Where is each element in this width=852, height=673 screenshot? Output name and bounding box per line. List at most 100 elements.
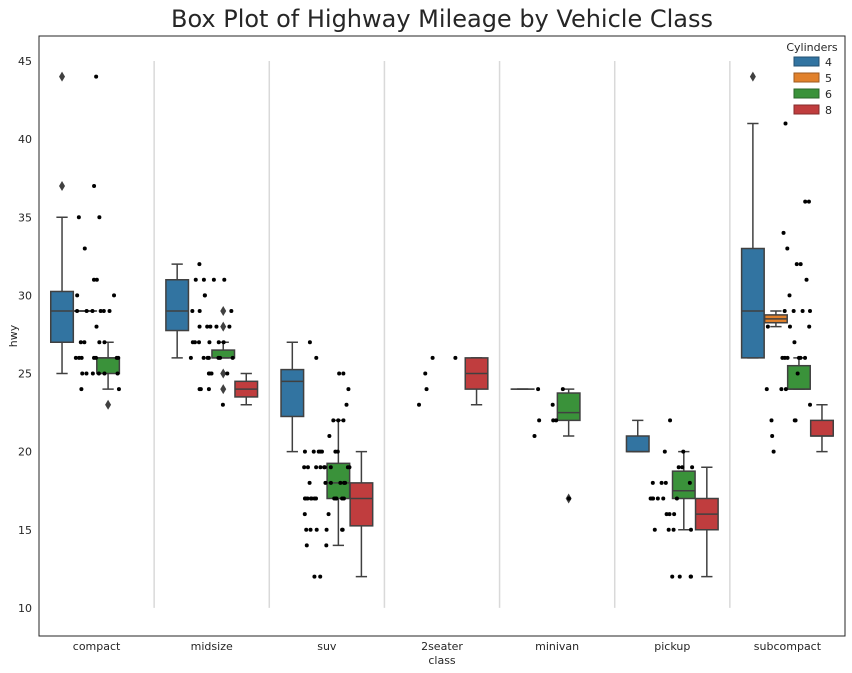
strip-point bbox=[324, 543, 329, 548]
strip-point bbox=[193, 277, 198, 282]
y-tick-label: 40 bbox=[18, 133, 32, 146]
strip-point bbox=[344, 402, 349, 407]
strip-point bbox=[326, 512, 331, 517]
strip-point bbox=[800, 309, 805, 313]
strip-point bbox=[341, 418, 346, 423]
y-tick-label: 30 bbox=[18, 289, 32, 302]
strip-point bbox=[302, 512, 307, 517]
strip-point bbox=[314, 355, 319, 360]
strip-point bbox=[341, 371, 346, 376]
strip-point bbox=[92, 355, 97, 360]
strip-point bbox=[82, 340, 87, 345]
strip-point bbox=[318, 465, 323, 470]
strip-point bbox=[807, 324, 812, 329]
strip-point bbox=[308, 527, 313, 532]
strip-point bbox=[807, 309, 812, 313]
strip-point bbox=[671, 527, 676, 532]
strip-point bbox=[689, 574, 694, 579]
strip-point bbox=[792, 340, 797, 345]
strip-point bbox=[672, 512, 677, 517]
strip-point bbox=[798, 355, 803, 360]
strip-point bbox=[82, 246, 87, 251]
strip-point bbox=[201, 355, 206, 360]
strip-point bbox=[806, 199, 811, 204]
strip-point bbox=[328, 480, 333, 485]
strip-point bbox=[335, 449, 340, 454]
strip-point bbox=[328, 465, 333, 470]
strip-point bbox=[319, 449, 324, 454]
strip-point bbox=[197, 262, 202, 267]
strip-point bbox=[804, 277, 809, 282]
strip-point bbox=[84, 309, 89, 313]
strip-point bbox=[666, 527, 671, 532]
legend-label-5: 5 bbox=[825, 72, 832, 85]
strip-point bbox=[771, 449, 776, 454]
strip-point bbox=[94, 324, 99, 329]
strip-point bbox=[430, 355, 435, 360]
strip-point bbox=[92, 184, 97, 188]
strip-point bbox=[115, 371, 120, 376]
strip-point bbox=[101, 309, 106, 313]
strip-point bbox=[676, 465, 681, 470]
y-tick-label: 25 bbox=[18, 368, 32, 381]
strip-point bbox=[227, 324, 232, 329]
strip-point bbox=[76, 215, 81, 220]
outlier-marker bbox=[220, 321, 227, 332]
box-subcompact-8 bbox=[809, 419, 835, 437]
y-axis-label: hwy bbox=[7, 324, 20, 347]
strip-point bbox=[305, 465, 310, 470]
strip-point bbox=[77, 355, 82, 360]
strip-point bbox=[94, 277, 99, 282]
strip-point bbox=[202, 293, 207, 298]
strip-point bbox=[795, 371, 800, 376]
strip-point bbox=[307, 480, 312, 485]
strip-point bbox=[302, 465, 307, 470]
strip-point bbox=[75, 309, 80, 313]
strip-point bbox=[216, 355, 221, 360]
legend-label-4: 4 bbox=[825, 56, 832, 69]
strip-point bbox=[94, 74, 99, 79]
strip-point bbox=[318, 574, 323, 579]
strip-point bbox=[668, 418, 673, 423]
strip-point bbox=[304, 543, 309, 548]
outlier-marker bbox=[220, 306, 227, 316]
strip-point bbox=[663, 480, 668, 485]
strip-point bbox=[102, 371, 107, 376]
outlier-marker bbox=[220, 368, 227, 379]
strip-point bbox=[197, 309, 202, 313]
x-tick-label: compact bbox=[73, 640, 121, 653]
x-tick-label: minivan bbox=[535, 640, 579, 653]
legend-label-8: 8 bbox=[825, 104, 832, 117]
x-tick-label: suv bbox=[317, 640, 337, 653]
strip-point bbox=[311, 449, 316, 454]
outlier-marker bbox=[105, 399, 112, 410]
strip-point bbox=[536, 387, 541, 392]
strip-point bbox=[664, 512, 669, 517]
strip-point bbox=[312, 496, 317, 501]
strip-point bbox=[560, 387, 565, 392]
legend-label-6: 6 bbox=[825, 88, 832, 101]
strip-point bbox=[190, 309, 195, 313]
strip-point bbox=[803, 355, 808, 360]
legend-swatch-5 bbox=[793, 72, 820, 83]
strip-point bbox=[554, 418, 559, 423]
box-pickup-4 bbox=[625, 435, 650, 453]
strip-point bbox=[90, 309, 95, 313]
y-tick-label: 45 bbox=[18, 55, 32, 68]
strip-point bbox=[343, 480, 348, 485]
strip-point bbox=[783, 121, 788, 126]
strip-point bbox=[327, 434, 332, 438]
strip-point bbox=[225, 371, 230, 376]
box-pickup-6 bbox=[671, 470, 696, 500]
strip-point bbox=[532, 434, 537, 438]
strip-point bbox=[197, 324, 202, 329]
strip-point bbox=[681, 449, 686, 454]
box-minivan-6 bbox=[556, 392, 581, 422]
strip-point bbox=[667, 512, 672, 517]
strip-point bbox=[116, 387, 121, 392]
strip-point bbox=[338, 480, 343, 485]
x-tick-label: pickup bbox=[654, 640, 690, 653]
strip-point bbox=[347, 465, 352, 470]
strip-point bbox=[566, 496, 571, 501]
strip-point bbox=[206, 387, 211, 392]
